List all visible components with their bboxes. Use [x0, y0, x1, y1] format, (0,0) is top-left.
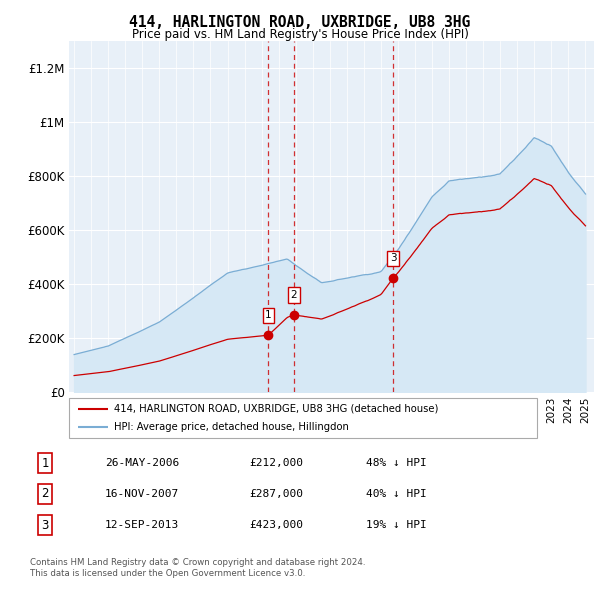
Text: 414, HARLINGTON ROAD, UXBRIDGE, UB8 3HG: 414, HARLINGTON ROAD, UXBRIDGE, UB8 3HG — [130, 15, 470, 30]
Text: 1: 1 — [41, 457, 49, 470]
Text: 26-MAY-2006: 26-MAY-2006 — [105, 458, 179, 468]
Text: 3: 3 — [390, 253, 397, 263]
Text: 1: 1 — [265, 310, 272, 320]
Text: Price paid vs. HM Land Registry's House Price Index (HPI): Price paid vs. HM Land Registry's House … — [131, 28, 469, 41]
Text: £423,000: £423,000 — [249, 520, 303, 530]
Text: 2: 2 — [41, 487, 49, 500]
Text: 48% ↓ HPI: 48% ↓ HPI — [366, 458, 427, 468]
Text: Contains HM Land Registry data © Crown copyright and database right 2024.
This d: Contains HM Land Registry data © Crown c… — [30, 558, 365, 578]
Text: 12-SEP-2013: 12-SEP-2013 — [105, 520, 179, 530]
Text: 414, HARLINGTON ROAD, UXBRIDGE, UB8 3HG (detached house): 414, HARLINGTON ROAD, UXBRIDGE, UB8 3HG … — [114, 404, 439, 414]
Text: 2: 2 — [290, 290, 297, 300]
Text: £212,000: £212,000 — [249, 458, 303, 468]
Text: 16-NOV-2007: 16-NOV-2007 — [105, 489, 179, 499]
Text: 3: 3 — [41, 519, 49, 532]
Text: HPI: Average price, detached house, Hillingdon: HPI: Average price, detached house, Hill… — [114, 421, 349, 431]
Text: 19% ↓ HPI: 19% ↓ HPI — [366, 520, 427, 530]
Text: 40% ↓ HPI: 40% ↓ HPI — [366, 489, 427, 499]
Text: £287,000: £287,000 — [249, 489, 303, 499]
